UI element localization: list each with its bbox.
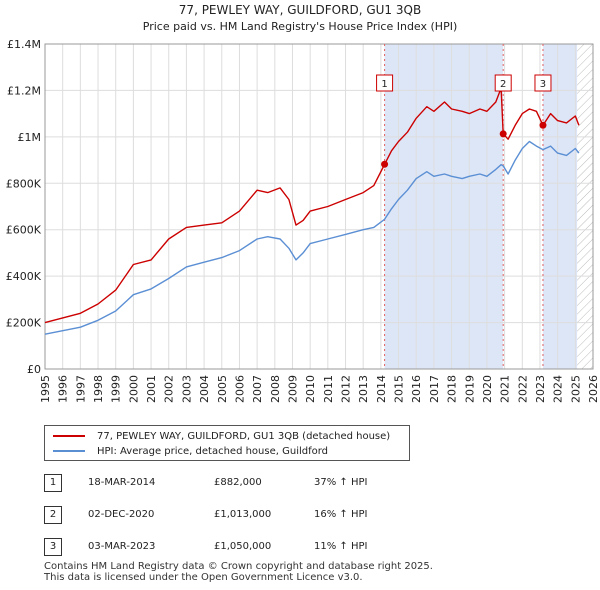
shaded-period xyxy=(542,44,578,369)
y-tick-label: £400K xyxy=(6,270,42,283)
x-tick-label: 2011 xyxy=(322,375,335,403)
footer-copyright: Contains HM Land Registry data © Crown c… xyxy=(44,561,433,572)
sale-price: £1,013,000 xyxy=(214,509,272,520)
sale-hpi-change: 37% ↑ HPI xyxy=(314,477,368,488)
property-series-line xyxy=(44,87,580,324)
x-tick-label: 2001 xyxy=(145,375,158,403)
sale-point xyxy=(539,121,547,129)
x-tick-label: 2020 xyxy=(481,375,494,403)
x-tick-label: 1999 xyxy=(110,375,123,403)
price-chart: 77, PEWLEY WAY, GUILDFORD, GU1 3QB Price… xyxy=(6,3,600,403)
plot-background xyxy=(45,44,593,369)
chart-title: 77, PEWLEY WAY, GUILDFORD, GU1 3QB xyxy=(179,3,421,17)
sale-date: 18-MAR-2014 xyxy=(88,477,156,488)
sale-badge: 3 xyxy=(44,538,62,556)
x-tick-label: 1998 xyxy=(92,375,105,403)
legend: 77, PEWLEY WAY, GUILDFORD, GU1 3QB (deta… xyxy=(44,425,410,461)
x-tick-label: 2023 xyxy=(534,375,547,403)
legend-item-hpi: HPI: Average price, detached house, Guil… xyxy=(53,444,328,458)
sale-price: £1,050,000 xyxy=(214,541,272,552)
footer-licence: This data is licensed under the Open Gov… xyxy=(44,572,363,583)
x-tick-label: 2025 xyxy=(569,375,582,403)
sale-row: 2 02-DEC-2020 £1,013,000 16% ↑ HPI xyxy=(44,506,444,526)
y-tick-label: £600K xyxy=(6,224,42,237)
x-tick-label: 1995 xyxy=(39,375,52,403)
x-tick-label: 2007 xyxy=(251,375,264,403)
sale-date: 02-DEC-2020 xyxy=(88,509,155,520)
legend-label-hpi: HPI: Average price, detached house, Guil… xyxy=(97,445,329,457)
x-tick-label: 1997 xyxy=(74,375,87,403)
x-tick-label: 2005 xyxy=(216,375,229,403)
y-tick-label: £200K xyxy=(6,317,42,330)
sale-label-box xyxy=(534,74,552,92)
y-tick-label: £1M xyxy=(18,131,42,144)
legend-item-property: 77, PEWLEY WAY, GUILDFORD, GU1 3QB (deta… xyxy=(53,429,390,443)
sale-hpi-change: 11% ↑ HPI xyxy=(314,541,368,552)
x-tick-label: 2006 xyxy=(233,375,246,403)
sale-label-box xyxy=(376,74,394,92)
x-tick-label: 2021 xyxy=(499,375,512,403)
legend-swatch-property xyxy=(53,435,85,437)
legend-swatch-hpi xyxy=(53,450,85,452)
x-tick-label: 2008 xyxy=(269,375,282,403)
x-tick-label: 1996 xyxy=(57,375,70,403)
legend-label-property: 77, PEWLEY WAY, GUILDFORD, GU1 3QB (deta… xyxy=(97,430,391,442)
x-tick-label: 2017 xyxy=(428,375,441,403)
sale-badge: 2 xyxy=(44,506,62,524)
chart-subtitle: Price paid vs. HM Land Registry's House … xyxy=(143,20,458,33)
hpi-series-line xyxy=(44,140,580,335)
y-tick-label: £800K xyxy=(6,177,42,190)
x-tick-label: 2018 xyxy=(446,375,459,403)
x-tick-label: 2015 xyxy=(393,375,406,403)
y-tick-label: £0 xyxy=(27,363,41,376)
footer: Contains HM Land Registry data © Crown c… xyxy=(44,561,433,583)
sale-badge: 1 xyxy=(44,474,62,492)
x-tick-label: 2012 xyxy=(340,375,353,403)
x-tick-label: 2002 xyxy=(163,375,176,403)
sale-row: 3 03-MAR-2023 £1,050,000 11% ↑ HPI xyxy=(44,538,444,558)
x-tick-label: 2019 xyxy=(463,375,476,403)
shaded-period xyxy=(384,44,504,369)
sale-date: 03-MAR-2023 xyxy=(88,541,156,552)
sale-point xyxy=(381,160,389,168)
sale-label-number: 3 xyxy=(540,79,546,90)
sale-point xyxy=(499,130,507,138)
sale-label-number: 2 xyxy=(500,79,506,90)
y-tick-label: £1.4M xyxy=(7,38,41,51)
x-tick-label: 2009 xyxy=(286,375,299,403)
x-tick-label: 2016 xyxy=(410,375,423,403)
x-tick-label: 2026 xyxy=(587,375,600,403)
y-tick-label: £1.2M xyxy=(7,84,41,97)
sale-price: £882,000 xyxy=(214,477,262,488)
sale-label-box xyxy=(494,74,512,92)
plot-frame xyxy=(44,43,594,370)
x-tick-label: 2010 xyxy=(304,375,317,403)
sale-hpi-change: 16% ↑ HPI xyxy=(314,509,368,520)
sale-row: 1 18-MAR-2014 £882,000 37% ↑ HPI xyxy=(44,474,444,494)
x-tick-label: 2022 xyxy=(516,375,529,403)
sale-label-number: 1 xyxy=(381,79,387,90)
x-tick-label: 2014 xyxy=(375,375,388,403)
x-tick-label: 2004 xyxy=(198,375,211,403)
forecast-hatch xyxy=(577,44,593,369)
x-tick-label: 2003 xyxy=(180,375,193,403)
x-tick-label: 2000 xyxy=(127,375,140,403)
plot-area: £0 £200K £400K £600K £800K £1M £1.2M £1.4M 1995 1… xyxy=(6,38,600,403)
x-tick-label: 2024 xyxy=(552,375,565,403)
x-tick-label: 2013 xyxy=(357,375,370,403)
